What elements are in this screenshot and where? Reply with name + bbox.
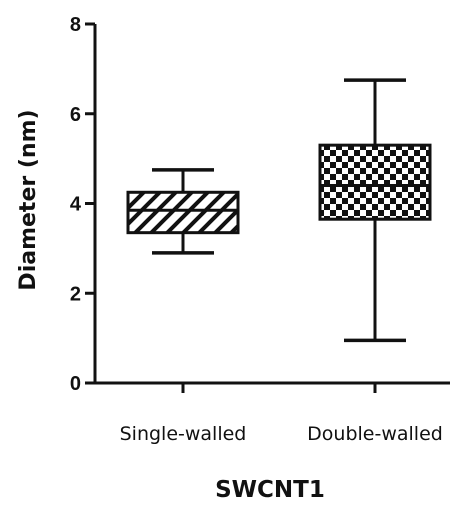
boxes-group xyxy=(126,78,432,343)
box-2 xyxy=(318,78,432,343)
y-tick-label: 2 xyxy=(70,283,81,305)
y-tick-label: 4 xyxy=(70,194,82,216)
y-tick-label: 6 xyxy=(70,104,81,126)
y-axis: 0 2 4 6 8 xyxy=(70,14,97,395)
y-axis-title: Diameter (nm) xyxy=(16,109,41,290)
x-axis: Single-walled Double-walled xyxy=(95,381,450,445)
y-tick-label: 8 xyxy=(70,14,81,36)
x-category-label: Double-walled xyxy=(307,423,443,445)
y-tick-label: 0 xyxy=(70,373,81,395)
box-1 xyxy=(126,168,240,255)
iqr-box xyxy=(126,190,240,235)
iqr-box xyxy=(318,143,432,221)
x-category-label: Single-walled xyxy=(120,423,247,445)
x-axis-title: SWCNT1 xyxy=(215,477,325,503)
